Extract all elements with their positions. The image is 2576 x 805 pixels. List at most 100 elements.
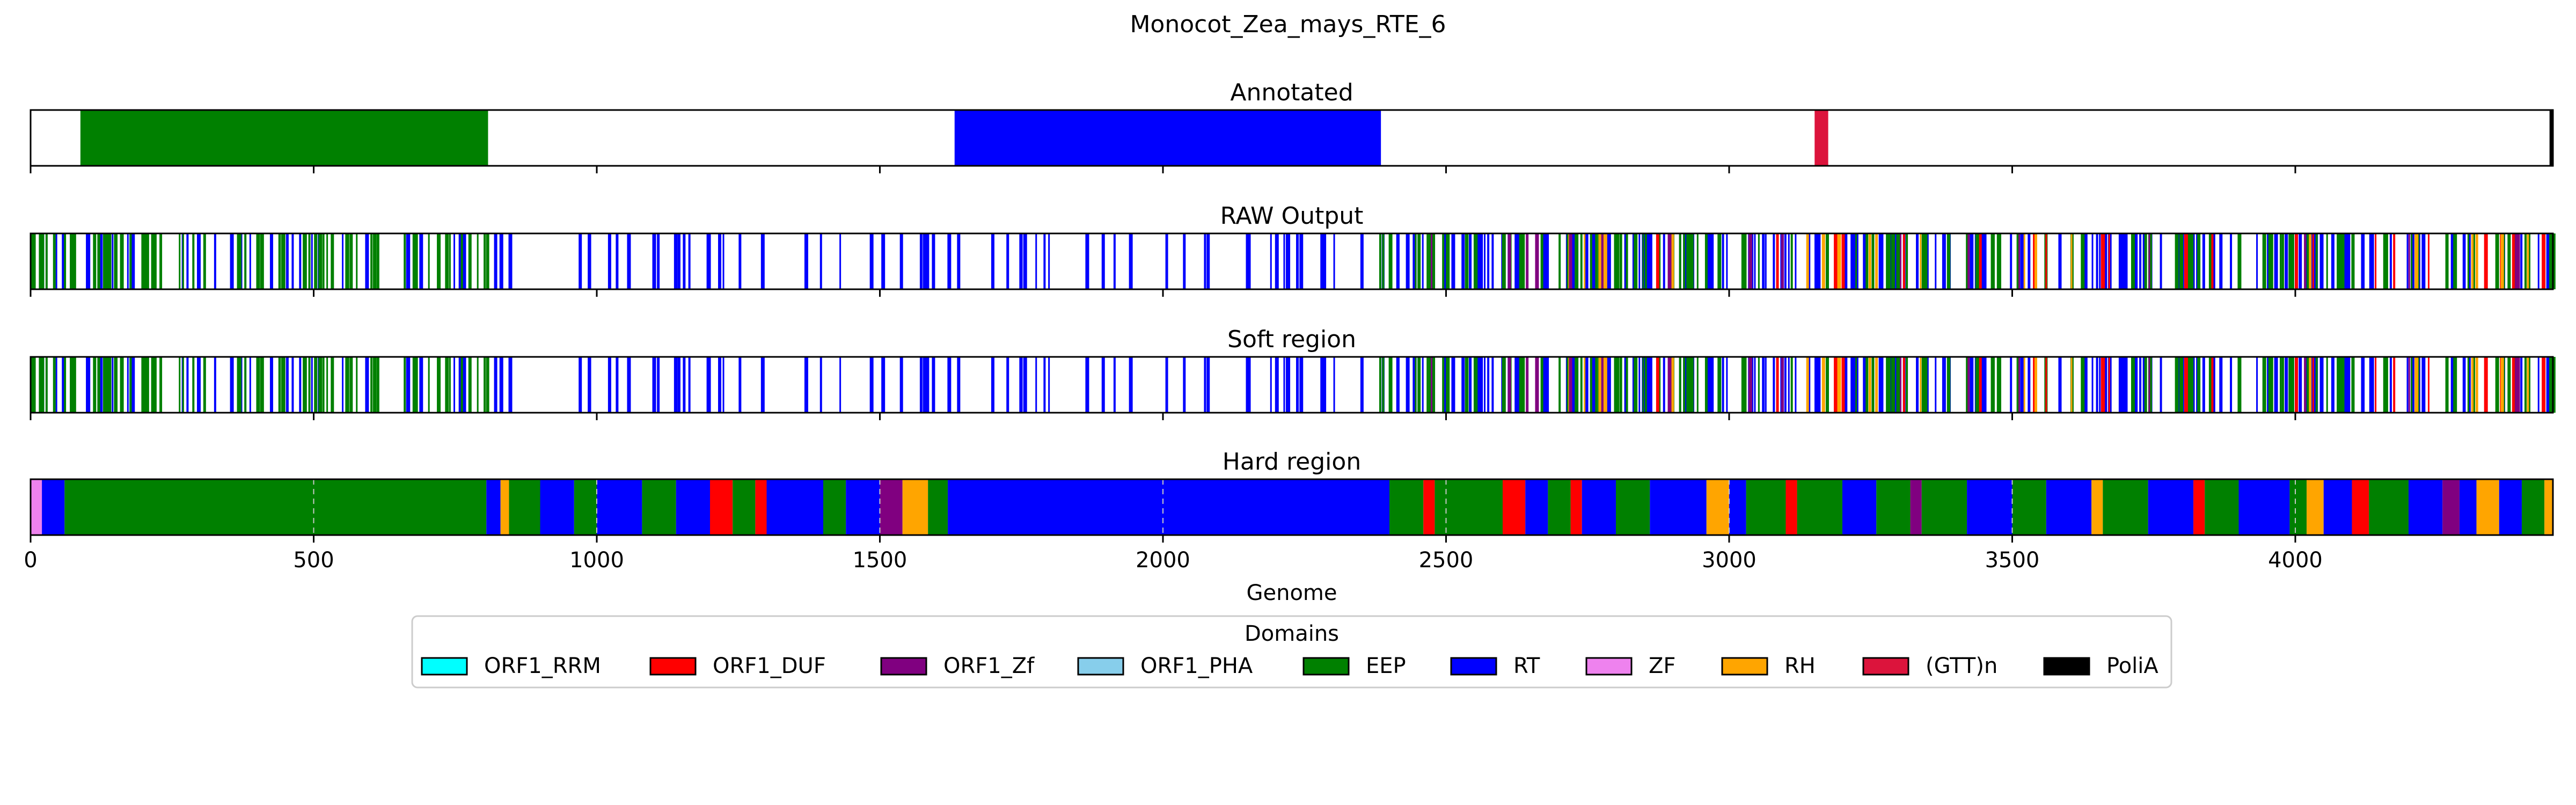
domain-hit-line — [2108, 357, 2110, 413]
domain-hit-line — [1575, 233, 1579, 289]
domain-hit-line — [1283, 357, 1285, 413]
x-tick-label: 1500 — [853, 548, 908, 573]
domain-hit-line — [2160, 357, 2162, 413]
domain-hit-line — [318, 357, 323, 413]
domain-hit-line — [2070, 357, 2073, 413]
domain-hit-line — [2262, 233, 2266, 289]
domain-hit-line — [1850, 357, 1854, 413]
domain-hit-line — [1916, 357, 1919, 413]
domain-hit-line — [1708, 357, 1711, 413]
domain-hit-line — [1584, 233, 1589, 289]
domain-hit-line — [1754, 357, 1756, 413]
domain-hit-line — [1519, 233, 1523, 289]
legend-swatch — [1302, 657, 1350, 676]
domain-hit-line — [1865, 233, 1869, 289]
domain-hit-line — [1773, 233, 1775, 289]
domain-hit-line — [2411, 233, 2413, 289]
domain-hit-line — [718, 357, 722, 413]
domain-hit-line — [2058, 357, 2060, 413]
domain-hit-line — [1598, 233, 1602, 289]
domain-hit-line — [1896, 357, 1900, 413]
domain-hit-line — [1614, 357, 1617, 413]
domain-hit-line — [203, 233, 206, 289]
domain-hit-line — [2295, 357, 2299, 413]
domain-hit-line — [192, 357, 195, 413]
domain-hit-line — [2515, 233, 2518, 289]
domain-hit-line — [1388, 233, 1393, 289]
domain-hit-line — [2406, 233, 2409, 289]
domain-hit-line — [722, 233, 724, 289]
domain-hit-line — [2175, 357, 2179, 413]
domain-hit-line — [109, 233, 112, 289]
domain-hit-line — [349, 233, 353, 289]
domain-hit-line — [1845, 357, 1848, 413]
domain-hit-line — [1704, 357, 1708, 413]
domain-hit-line — [1920, 357, 1922, 413]
domain-hit-line — [1855, 357, 1858, 413]
domain-hit-line — [141, 357, 144, 413]
domain-hit-line — [627, 357, 630, 413]
domain-hit-line — [899, 357, 903, 413]
domain-hit-line — [2230, 233, 2233, 289]
domain-hit-line — [2515, 357, 2518, 413]
domain-hit-line — [159, 357, 163, 413]
domain-hit-line — [2389, 357, 2392, 413]
domain-hit-line — [1603, 233, 1607, 289]
domain-hit-line — [2034, 233, 2037, 289]
domain-hit-line — [923, 233, 927, 289]
domain-hit-line — [1809, 233, 1811, 289]
domain-hit-line — [1979, 233, 1982, 289]
domain-hit-line — [179, 357, 181, 413]
domain-hit-line — [2471, 357, 2474, 413]
domain-hit-line — [143, 233, 147, 289]
domain-hit-line — [1465, 357, 1469, 413]
legend-swatch — [421, 657, 468, 676]
domain-hit-line — [2208, 357, 2212, 413]
domain-hit-line — [314, 233, 318, 289]
domain-segment — [1785, 479, 1797, 535]
domain-hit-line — [652, 233, 656, 289]
domain-hit-line — [683, 233, 686, 289]
domain-hit-line — [1626, 357, 1628, 413]
domain-hit-line — [2427, 357, 2429, 413]
domain-hit-line — [453, 233, 456, 289]
domain-hit-line — [1646, 357, 1650, 413]
domain-hit-line — [738, 233, 742, 289]
domain-hit-line — [1927, 357, 1929, 413]
domain-hit-line — [372, 357, 377, 413]
domain-hit-line — [1540, 357, 1543, 413]
domain-segment — [1967, 479, 2012, 535]
domain-hit-line — [331, 233, 334, 289]
domain-hit-line — [1388, 357, 1393, 413]
domain-hit-line — [1502, 357, 1506, 413]
domain-hit-line — [1817, 233, 1821, 289]
domain-hit-line — [342, 357, 344, 413]
domain-hit-line — [1417, 233, 1421, 289]
domain-hit-line — [1487, 233, 1490, 289]
domain-hit-line — [151, 233, 154, 289]
domain-hit-line — [947, 233, 952, 289]
domain-hit-line — [1671, 233, 1674, 289]
domain-hit-line — [2184, 357, 2188, 413]
domain-hit-line — [1573, 233, 1576, 289]
domain-segment — [1814, 110, 1828, 166]
domain-hit-line — [1406, 357, 1410, 413]
domain-hit-line — [869, 233, 874, 289]
domain-hit-line — [2160, 233, 2162, 289]
domain-hit-line — [1507, 233, 1511, 289]
domain-hit-line — [197, 357, 199, 413]
panel-marks — [31, 233, 2556, 289]
domain-hit-line — [2552, 233, 2556, 289]
domain-hit-line — [2179, 357, 2183, 413]
domain-segment — [2307, 479, 2324, 535]
domain-hit-line — [1776, 357, 1779, 413]
domain-hit-line — [760, 233, 765, 289]
domain-hit-line — [1270, 357, 1272, 413]
domain-hit-line — [1535, 233, 1539, 289]
domain-hit-line — [98, 233, 100, 289]
domain-hit-line — [1415, 357, 1417, 413]
domain-hit-line — [477, 233, 479, 289]
domain-hit-line — [1809, 357, 1811, 413]
domain-hit-line — [2058, 233, 2060, 289]
